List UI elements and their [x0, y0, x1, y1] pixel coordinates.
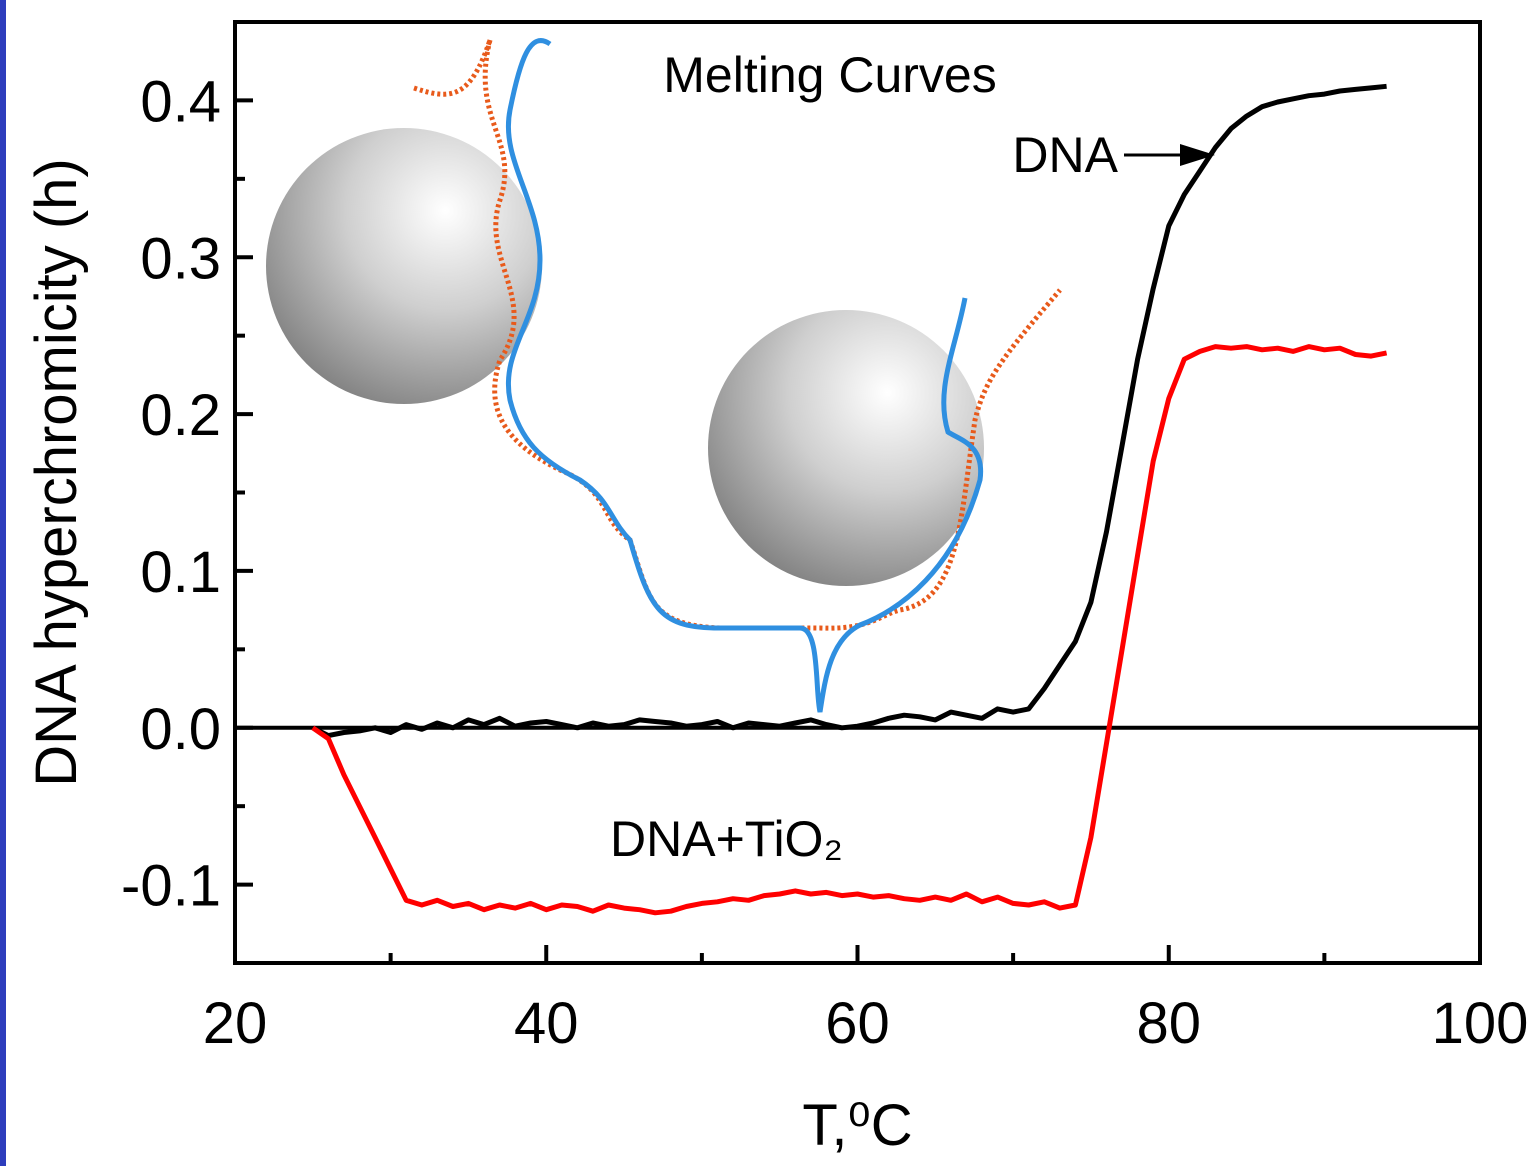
y-tick-label: 0.4 [140, 69, 221, 134]
y-tick-label: 0.3 [140, 226, 221, 291]
x-tick-label: 60 [825, 991, 890, 1056]
x-axis-label: T,⁰C [802, 1093, 912, 1158]
series-line [311, 83, 1387, 739]
series-label: DNA+TiO₂ [610, 811, 843, 867]
x-tick-label: 40 [514, 991, 579, 1056]
y-tick-label: 0.2 [140, 383, 221, 448]
dna-strand [413, 39, 1062, 631]
annotation-arrowhead [1180, 144, 1215, 166]
y-axis-label: DNA hyperchromicity (h) [24, 158, 89, 786]
y-tick-label: -0.1 [121, 854, 221, 919]
dna-strand [506, 38, 984, 713]
sphere [708, 310, 984, 586]
x-tick-label: 100 [1432, 991, 1529, 1056]
plot-frame [233, 20, 1482, 965]
y-tick-label: 0.1 [140, 540, 221, 605]
left-border [0, 0, 6, 1166]
series-label: DNA [1012, 127, 1118, 183]
x-tick-label: 20 [203, 991, 268, 1056]
illustration [266, 38, 1062, 713]
y-tick-label: 0.0 [140, 697, 221, 762]
series-line [311, 344, 1388, 916]
chart-title: Melting Curves [663, 47, 996, 103]
x-tick-label: 80 [1136, 991, 1201, 1056]
sphere [266, 128, 542, 404]
